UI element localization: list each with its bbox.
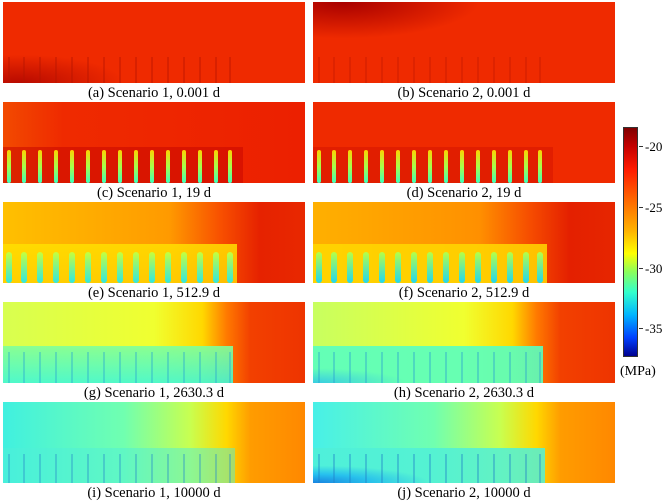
contour-plot-j [313, 402, 615, 483]
fracture-lines [8, 57, 231, 83]
contour-plot-a [3, 2, 305, 83]
panel-caption: (e) Scenario 1, 512.9 d [87, 285, 221, 301]
panel-caption: (g) Scenario 1, 2630.3 d [83, 385, 225, 401]
panel-caption: (f) Scenario 2, 512.9 d [398, 285, 530, 301]
contour-plot-f [313, 202, 615, 283]
colorbar-tick-label: -25 [645, 200, 663, 215]
colorbar [623, 127, 638, 357]
colorbar-tick-label: -30 [645, 261, 663, 276]
colorbar-tick [639, 268, 643, 269]
contour-plot-g [3, 302, 305, 383]
colorbar-tick-label: -35 [645, 321, 663, 336]
panel-caption: (b) Scenario 2, 0.001 d [397, 85, 531, 101]
colorbar-tick [639, 328, 643, 329]
panel-caption: (c) Scenario 1, 19 d [97, 185, 211, 201]
panel-caption: (a) Scenario 1, 0.001 d [87, 85, 221, 101]
contour-plot-e [3, 202, 305, 283]
contour-plot-d [313, 102, 615, 183]
contour-plot-c [3, 102, 305, 183]
contour-plot-h [313, 302, 615, 383]
panel-caption: (h) Scenario 2, 2630.3 d [393, 385, 535, 401]
contour-plot-i [3, 402, 305, 483]
colorbar-tick [639, 207, 643, 208]
panel-caption: (i) Scenario 1, 10000 d [87, 485, 221, 501]
panel-caption: (j) Scenario 2, 10000 d [397, 485, 531, 501]
contour-plot-b [313, 2, 615, 83]
panel-caption: (d) Scenario 2, 19 d [406, 185, 522, 201]
colorbar-tick-label: -20 [645, 139, 663, 154]
colorbar-tick [639, 146, 643, 147]
colorbar-unit: (MPa) [620, 364, 656, 379]
